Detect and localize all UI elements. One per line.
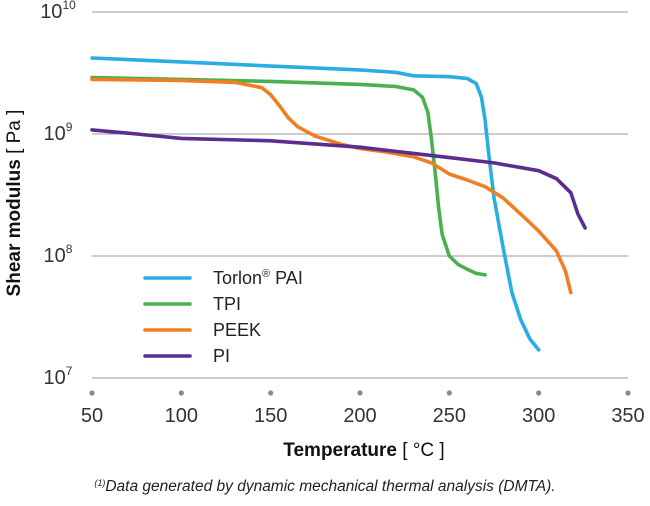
legend-label-text: PI: [213, 346, 230, 366]
legend-label-tpi: TPI: [213, 294, 241, 314]
y-tick-exponent: 9: [66, 120, 73, 134]
x-tick-marker: [357, 390, 363, 396]
y-axis-title: Shear modulus [ Pa ]: [4, 110, 25, 297]
legend-label-peek: PEEK: [213, 320, 261, 340]
y-tick-label: 109: [44, 120, 73, 145]
x-tick-label: 150: [254, 405, 287, 427]
y-tick-exponent: 10: [62, 0, 76, 12]
y-tick-base: 10: [40, 1, 62, 23]
x-tick-marker: [536, 390, 542, 396]
x-tick-label: 50: [81, 405, 103, 427]
legend-label-torlon-pai: Torlon® PAI: [213, 268, 303, 288]
legend-label-pi: PI: [213, 346, 230, 366]
legend-label-suffix: PAI: [270, 268, 303, 288]
x-tick-marker: [178, 390, 184, 396]
y-tick-base: 10: [44, 367, 66, 389]
x-tick-marker: [446, 390, 452, 396]
series-lines: [90, 56, 587, 352]
y-tick-label: 1010: [40, 0, 76, 23]
legend-label-text: PEEK: [213, 320, 261, 340]
y-axis-title-main: Shear modulus: [4, 154, 25, 297]
series-line-tpi: [90, 75, 487, 277]
x-tick-label: 300: [522, 405, 555, 427]
x-axis-title-main: Temperature: [283, 440, 402, 461]
y-axis-title-unit: [ Pa ]: [4, 110, 25, 154]
series-line-pi: [90, 128, 587, 230]
y-tick-label: 108: [44, 242, 73, 267]
legend-label-text: TPI: [213, 294, 241, 314]
x-tick-label: 250: [433, 405, 466, 427]
x-tick-label: 100: [165, 405, 198, 427]
x-axis-title-unit: [ °C ]: [402, 440, 444, 461]
y-tick-label: 107: [44, 364, 73, 389]
grid-lines: [92, 11, 628, 379]
series-line-torlon-pai: [90, 56, 541, 352]
footnote-text: Data generated by dynamic mechanical the…: [105, 478, 556, 495]
x-tick-label: 200: [343, 405, 376, 427]
y-tick-exponent: 7: [66, 364, 73, 378]
y-tick-exponent: 8: [66, 242, 73, 256]
x-axis-title: Temperature [ °C ]: [283, 440, 444, 461]
footnote-superscript: (1): [94, 478, 106, 488]
x-tick-marker: [89, 390, 95, 396]
series-line-peek: [90, 77, 573, 295]
legend-label-superscript: ®: [262, 268, 270, 280]
y-tick-base: 10: [44, 245, 66, 267]
legend-label-text: Torlon: [213, 268, 262, 288]
footnote: (1)Data generated by dynamic mechanical …: [0, 478, 650, 496]
y-tick-base: 10: [44, 123, 66, 145]
legend: Torlon® PAI TPI PEEK PI: [143, 268, 303, 366]
x-tick-marker: [625, 390, 631, 396]
x-tick-marker: [268, 390, 274, 396]
x-tick-label: 350: [611, 405, 644, 427]
